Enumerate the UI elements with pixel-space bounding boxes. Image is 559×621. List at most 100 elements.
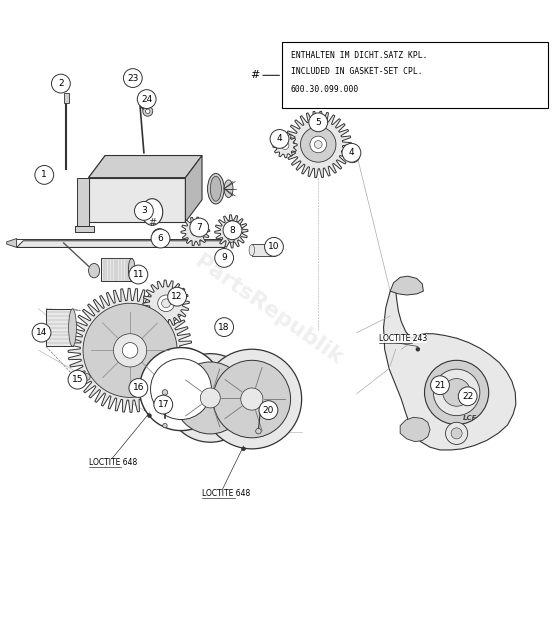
Bar (46, 309, 73, 347)
Circle shape (451, 428, 462, 439)
Circle shape (129, 379, 148, 397)
Text: 20: 20 (263, 406, 274, 415)
Circle shape (68, 370, 87, 389)
Text: LOCTITE 648: LOCTITE 648 (88, 458, 137, 467)
Text: 17: 17 (158, 400, 169, 409)
Text: INCLUDED IN GASKET-SET CPL.: INCLUDED IN GASKET-SET CPL. (291, 67, 422, 76)
Text: 7: 7 (196, 223, 202, 232)
Circle shape (458, 387, 477, 406)
Polygon shape (88, 155, 202, 178)
Circle shape (83, 303, 177, 397)
Polygon shape (181, 217, 210, 246)
Text: 9: 9 (221, 253, 227, 263)
Ellipse shape (69, 309, 77, 347)
Text: 1: 1 (41, 170, 47, 179)
Ellipse shape (141, 199, 163, 225)
Circle shape (259, 401, 278, 420)
Text: LOCTITE 648: LOCTITE 648 (202, 489, 250, 497)
Ellipse shape (345, 148, 360, 163)
Circle shape (202, 349, 302, 449)
Ellipse shape (216, 322, 230, 335)
Text: 21: 21 (434, 381, 446, 390)
Ellipse shape (163, 424, 167, 428)
Circle shape (309, 113, 328, 132)
Circle shape (443, 379, 471, 406)
Circle shape (51, 74, 70, 93)
Ellipse shape (143, 106, 153, 116)
Bar (101, 258, 132, 281)
Text: 11: 11 (132, 270, 144, 279)
Polygon shape (7, 238, 17, 247)
Ellipse shape (145, 109, 150, 114)
Ellipse shape (140, 383, 144, 387)
Ellipse shape (255, 428, 261, 434)
Circle shape (190, 218, 209, 237)
Polygon shape (285, 111, 352, 178)
Text: 4: 4 (349, 148, 354, 157)
Polygon shape (390, 276, 423, 295)
Circle shape (314, 140, 322, 148)
Ellipse shape (220, 252, 231, 262)
Circle shape (301, 127, 336, 162)
Circle shape (140, 348, 222, 430)
Text: 15: 15 (72, 375, 83, 384)
Polygon shape (400, 417, 430, 442)
Circle shape (113, 333, 146, 367)
Text: 600.30.099.000: 600.30.099.000 (291, 84, 359, 94)
Circle shape (32, 323, 51, 342)
Polygon shape (215, 215, 248, 248)
Circle shape (430, 376, 449, 394)
Text: 8: 8 (230, 226, 235, 235)
Circle shape (310, 136, 326, 153)
Ellipse shape (88, 263, 100, 278)
Text: 23: 23 (127, 73, 139, 83)
Text: 2: 2 (58, 79, 64, 88)
Polygon shape (88, 178, 186, 222)
Ellipse shape (148, 414, 151, 417)
Text: PartsRepublik: PartsRepublik (191, 252, 346, 369)
Text: 18: 18 (219, 322, 230, 332)
Circle shape (138, 89, 156, 109)
Circle shape (129, 265, 148, 284)
Text: #: # (148, 218, 157, 228)
Text: ENTHALTEN IM DICHT.SATZ KPL.: ENTHALTEN IM DICHT.SATZ KPL. (291, 52, 427, 60)
Text: 16: 16 (132, 384, 144, 392)
Circle shape (215, 248, 234, 267)
Text: 5: 5 (315, 118, 321, 127)
Text: #: # (250, 70, 259, 80)
Circle shape (122, 343, 138, 358)
Ellipse shape (241, 447, 245, 451)
Ellipse shape (162, 389, 168, 395)
Polygon shape (273, 134, 297, 158)
Ellipse shape (139, 381, 146, 389)
Ellipse shape (223, 254, 229, 260)
Ellipse shape (84, 374, 90, 380)
Circle shape (154, 395, 173, 414)
Ellipse shape (272, 244, 278, 256)
Text: 10: 10 (268, 242, 280, 252)
Circle shape (281, 142, 289, 150)
Bar (252, 244, 275, 256)
Circle shape (150, 359, 211, 420)
Text: 14: 14 (36, 328, 47, 337)
Ellipse shape (152, 229, 167, 243)
Circle shape (223, 221, 242, 240)
FancyBboxPatch shape (282, 42, 548, 109)
Text: LOCTITE 243: LOCTITE 243 (379, 333, 428, 343)
Circle shape (166, 354, 254, 442)
Polygon shape (143, 280, 190, 327)
Bar (64, 93, 69, 103)
Circle shape (158, 295, 174, 312)
Circle shape (162, 299, 170, 308)
Circle shape (200, 388, 220, 408)
Circle shape (191, 227, 200, 236)
Circle shape (215, 318, 234, 337)
Ellipse shape (220, 325, 226, 332)
Circle shape (168, 288, 187, 306)
Polygon shape (186, 155, 202, 222)
Circle shape (35, 166, 54, 184)
Ellipse shape (210, 176, 221, 201)
Circle shape (433, 369, 480, 415)
Circle shape (174, 362, 247, 434)
Circle shape (342, 143, 361, 162)
